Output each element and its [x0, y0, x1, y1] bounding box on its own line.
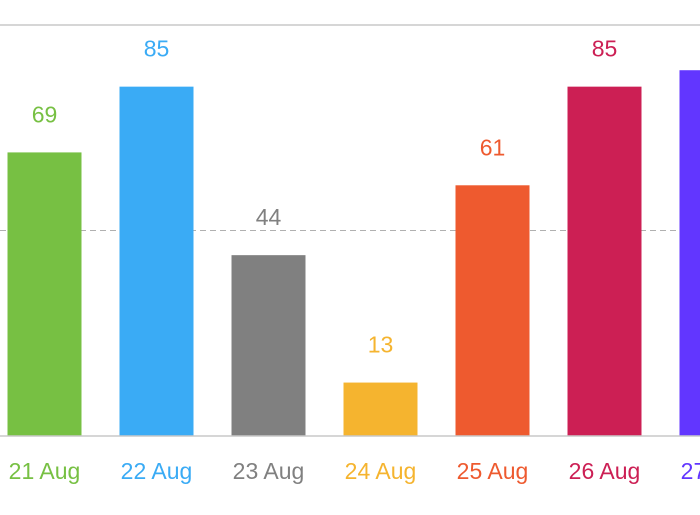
data-label: 61 [480, 134, 506, 160]
bar [8, 152, 82, 436]
data-label: 13 [368, 332, 394, 358]
bar [344, 383, 418, 436]
data-label: 85 [592, 36, 618, 62]
x-tick-label: 27 Aug [681, 458, 700, 484]
bar [456, 185, 530, 436]
bar [568, 87, 642, 436]
x-tick-label: 24 Aug [345, 458, 417, 484]
bar [232, 255, 306, 436]
x-tick-label: 26 Aug [569, 458, 641, 484]
x-tick-label: 21 Aug [9, 458, 81, 484]
data-label: 69 [32, 101, 58, 127]
bars-layer [8, 70, 700, 436]
x-tick-label: 25 Aug [457, 458, 529, 484]
x-tick-label: 23 Aug [233, 458, 305, 484]
bar [120, 87, 194, 436]
bar [680, 70, 700, 436]
x-tick-label: 22 Aug [121, 458, 193, 484]
data-label: 44 [256, 204, 282, 230]
data-label: 85 [144, 36, 170, 62]
